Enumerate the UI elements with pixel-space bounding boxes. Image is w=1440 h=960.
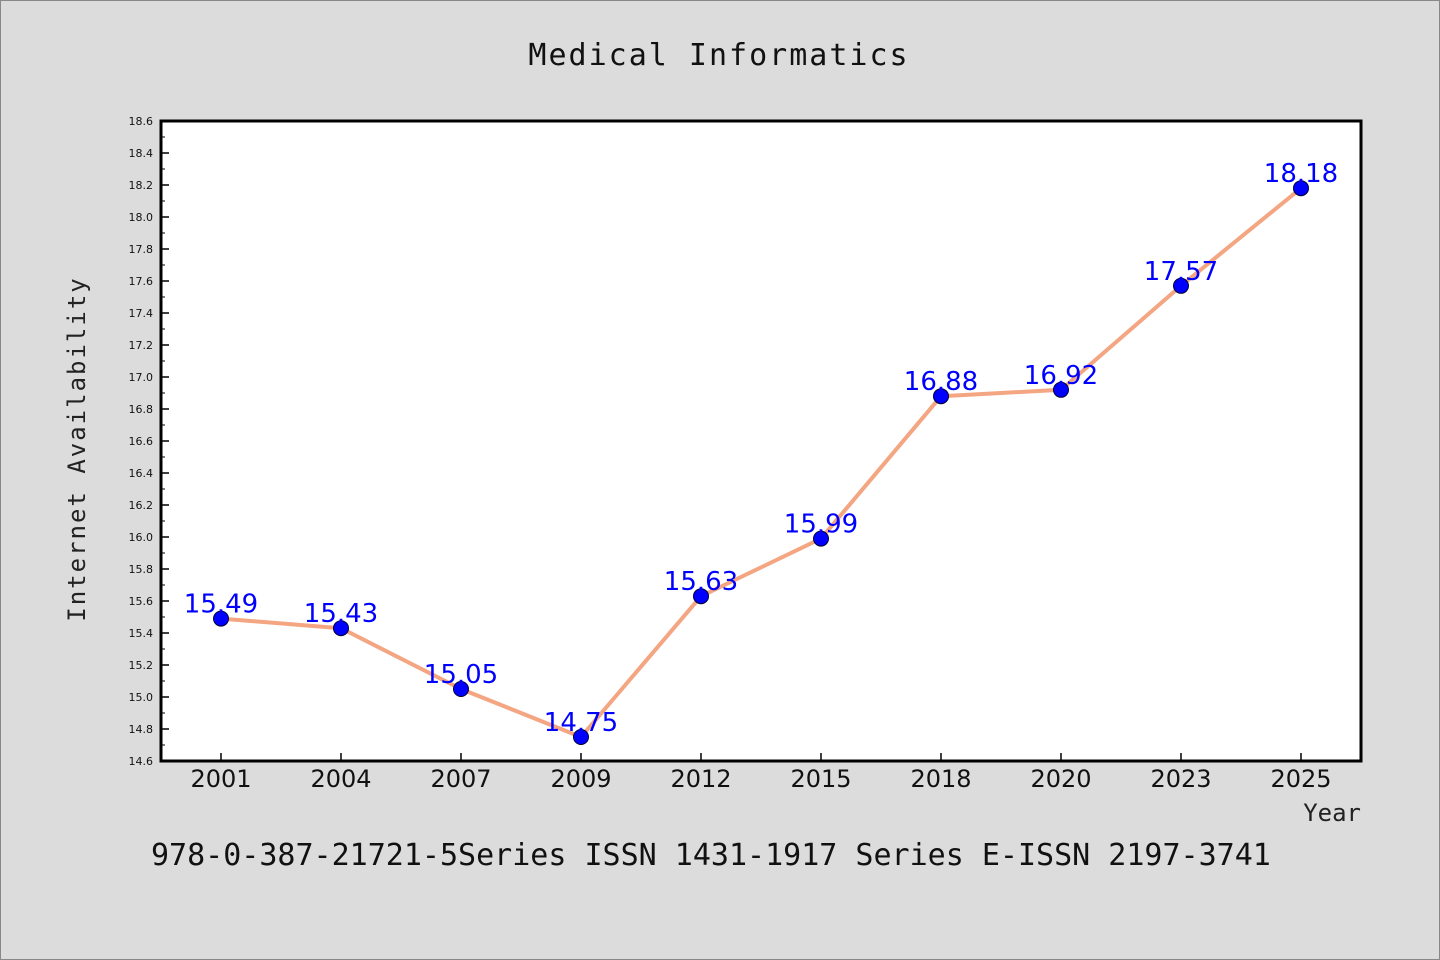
data-label: 15.63 bbox=[664, 567, 738, 597]
y-tick-label: 15.6 bbox=[129, 595, 154, 608]
x-tick-label: 2020 bbox=[1030, 765, 1091, 793]
y-tick-label: 16.0 bbox=[129, 531, 154, 544]
data-point bbox=[213, 610, 229, 627]
y-tick-label: 15.4 bbox=[129, 627, 154, 640]
series-layer bbox=[213, 180, 1309, 745]
y-tick-label: 17.4 bbox=[129, 307, 154, 320]
x-tick-label: 2004 bbox=[310, 765, 371, 793]
x-tick-label: 2007 bbox=[430, 765, 491, 793]
y-tick-label: 15.8 bbox=[129, 563, 154, 576]
y-axis-title: Internet Availability bbox=[63, 276, 91, 621]
x-tick-label: 2025 bbox=[1270, 765, 1331, 793]
x-tick-label: 2023 bbox=[1150, 765, 1211, 793]
y-tick-label: 17.2 bbox=[129, 339, 154, 352]
x-tick-label: 2015 bbox=[790, 765, 851, 793]
data-point bbox=[693, 588, 709, 605]
x-tick-label: 2009 bbox=[550, 765, 611, 793]
data-point bbox=[333, 620, 349, 637]
data-point bbox=[1293, 180, 1309, 197]
x-tick-label: 2012 bbox=[670, 765, 731, 793]
plot-area bbox=[159, 119, 1363, 763]
data-point bbox=[813, 530, 829, 547]
y-tick-label: 14.6 bbox=[129, 755, 154, 768]
data-point bbox=[1173, 277, 1189, 294]
data-label: 16.92 bbox=[1024, 361, 1098, 391]
y-tick-label: 18.4 bbox=[129, 147, 154, 160]
y-tick-label: 16.2 bbox=[129, 499, 154, 512]
y-tick-label: 14.8 bbox=[129, 723, 154, 736]
data-label: 16.88 bbox=[904, 367, 978, 397]
data-point bbox=[573, 729, 589, 745]
data-label: 15.05 bbox=[424, 660, 498, 690]
data-label: 15.49 bbox=[184, 590, 258, 620]
x-axis: 2001 2004 2007 2009 2012 2015 2018 2020 2023 2025 bbox=[190, 753, 1332, 793]
data-label: 17.57 bbox=[1144, 257, 1218, 287]
y-tick-label: 17.8 bbox=[129, 243, 154, 256]
data-label: 14.75 bbox=[544, 708, 618, 738]
x-tick-label: 2018 bbox=[910, 765, 971, 793]
series-line bbox=[220, 186, 1303, 739]
y-tick-label: 16.8 bbox=[129, 403, 154, 416]
data-point bbox=[933, 388, 949, 405]
y-tick-label: 17.6 bbox=[129, 275, 154, 288]
data-point bbox=[453, 681, 469, 697]
data-label: 15.43 bbox=[304, 599, 378, 629]
y-tick-label: 18.2 bbox=[129, 179, 154, 192]
y-tick-label: 18.6 bbox=[129, 115, 154, 128]
caption-text: 978-0-387-21721-5Series ISSN 1431-1917 S… bbox=[151, 838, 1271, 873]
x-axis-title: Year bbox=[1303, 799, 1361, 827]
data-point bbox=[1053, 381, 1069, 398]
y-axis: 14.6 14.8 15.0 15.2 15.4 15.6 15.8 16.0 16.2 16.4… bbox=[129, 115, 169, 768]
data-label: 18.18 bbox=[1264, 159, 1338, 189]
chart-title: Medical Informatics bbox=[528, 38, 909, 73]
y-tick-label: 15.0 bbox=[129, 691, 154, 704]
data-labels: 15.49 15.43 15.05 14.75 15.63 15.99 16.88 16.92… bbox=[184, 159, 1338, 738]
y-tick-label: 16.4 bbox=[129, 467, 154, 480]
y-tick-label: 16.6 bbox=[129, 435, 154, 448]
x-tick-label: 2001 bbox=[190, 765, 251, 793]
y-tick-label: 18.0 bbox=[129, 211, 154, 224]
data-label: 15.99 bbox=[784, 510, 858, 540]
y-tick-label: 17.0 bbox=[129, 371, 154, 384]
y-tick-label: 15.2 bbox=[129, 659, 154, 672]
